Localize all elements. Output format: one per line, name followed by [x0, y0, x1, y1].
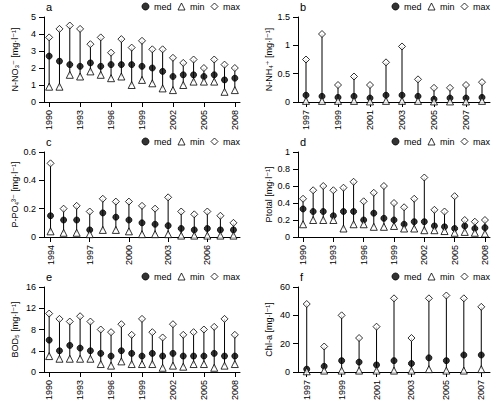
svg-text:min: min: [190, 137, 205, 147]
svg-text:max: max: [473, 272, 491, 282]
svg-text:0: 0: [285, 232, 290, 242]
svg-text:2008: 2008: [480, 245, 490, 265]
svg-text:1990: 1990: [44, 110, 54, 130]
svg-text:2001: 2001: [372, 380, 382, 400]
svg-text:1: 1: [285, 40, 290, 50]
svg-text:20: 20: [280, 339, 290, 349]
svg-text:1993: 1993: [75, 110, 85, 130]
svg-text:med: med: [154, 272, 172, 282]
svg-text:8: 8: [31, 325, 36, 335]
svg-text:2007: 2007: [476, 380, 486, 400]
svg-text:2003: 2003: [406, 380, 416, 400]
svg-text:max: max: [473, 2, 491, 12]
svg-text:d: d: [300, 136, 306, 148]
svg-text:12: 12: [26, 303, 36, 313]
svg-text:med: med: [154, 137, 172, 147]
svg-text:b: b: [300, 1, 306, 13]
svg-text:0: 0: [31, 97, 36, 107]
svg-text:max: max: [223, 272, 241, 282]
svg-text:2002: 2002: [168, 110, 178, 130]
svg-text:0: 0: [285, 367, 290, 377]
svg-text:0.6: 0.6: [23, 147, 36, 157]
svg-text:2008: 2008: [230, 380, 240, 400]
svg-text:BOD₅ [mg·l⁻¹]: BOD₅ [mg·l⁻¹]: [10, 302, 20, 358]
svg-text:1.5: 1.5: [277, 12, 290, 22]
svg-text:2002: 2002: [419, 245, 429, 265]
svg-text:0.2: 0.2: [277, 215, 290, 225]
svg-text:1999: 1999: [389, 245, 399, 265]
svg-text:16: 16: [26, 282, 36, 292]
svg-text:2005: 2005: [450, 245, 460, 265]
svg-text:1990: 1990: [298, 245, 308, 265]
svg-text:1: 1: [31, 80, 36, 90]
svg-text:1996: 1996: [106, 380, 116, 400]
svg-text:0.5: 0.5: [277, 69, 290, 79]
svg-text:med: med: [154, 2, 172, 12]
svg-text:2000: 2000: [124, 245, 134, 265]
svg-text:a: a: [46, 1, 53, 13]
svg-text:3: 3: [31, 46, 36, 56]
svg-text:1994: 1994: [46, 245, 56, 265]
svg-text:N-NO₃⁻ [mg·l⁻¹]: N-NO₃⁻ [mg·l⁻¹]: [10, 27, 20, 91]
svg-text:1997: 1997: [302, 380, 312, 400]
svg-text:min: min: [440, 272, 455, 282]
svg-text:P-PO₄³⁻ [mg·l⁻¹]: P-PO₄³⁻ [mg·l⁻¹]: [10, 161, 20, 227]
svg-text:0.4: 0.4: [23, 175, 36, 185]
svg-text:med: med: [404, 137, 422, 147]
svg-text:40: 40: [280, 310, 290, 320]
svg-text:1999: 1999: [333, 110, 343, 130]
svg-text:2: 2: [31, 63, 36, 73]
svg-text:min: min: [440, 137, 455, 147]
svg-text:2006: 2006: [202, 245, 212, 265]
svg-text:2005: 2005: [429, 110, 439, 130]
svg-text:max: max: [473, 137, 491, 147]
svg-text:1997: 1997: [301, 110, 311, 130]
svg-text:1993: 1993: [328, 245, 338, 265]
svg-text:med: med: [404, 272, 422, 282]
svg-text:med: med: [404, 2, 422, 12]
svg-text:1996: 1996: [106, 110, 116, 130]
svg-text:Chl-a [mg·l⁻¹]: Chl-a [mg·l⁻¹]: [264, 302, 274, 356]
svg-text:2007: 2007: [461, 110, 471, 130]
svg-text:0: 0: [31, 232, 36, 242]
svg-text:0.2: 0.2: [23, 204, 36, 214]
svg-text:max: max: [223, 137, 241, 147]
svg-text:0.6: 0.6: [277, 181, 290, 191]
svg-text:0: 0: [31, 367, 36, 377]
svg-text:2005: 2005: [199, 380, 209, 400]
svg-text:min: min: [440, 2, 455, 12]
svg-text:max: max: [223, 2, 241, 12]
svg-text:2005: 2005: [441, 380, 451, 400]
svg-text:Ptotal [mg·l⁻¹]: Ptotal [mg·l⁻¹]: [264, 167, 274, 223]
svg-text:1999: 1999: [337, 380, 347, 400]
svg-text:60: 60: [280, 282, 290, 292]
svg-text:1993: 1993: [75, 380, 85, 400]
svg-text:N-NH₄⁺ [mg·l⁻¹]: N-NH₄⁺ [mg·l⁻¹]: [264, 28, 274, 92]
svg-text:c: c: [46, 136, 52, 148]
svg-text:2001: 2001: [365, 110, 375, 130]
svg-text:1: 1: [285, 147, 290, 157]
svg-text:2005: 2005: [199, 110, 209, 130]
svg-text:1997: 1997: [85, 245, 95, 265]
svg-text:min: min: [190, 2, 205, 12]
svg-text:0: 0: [285, 97, 290, 107]
svg-text:1999: 1999: [137, 110, 147, 130]
svg-text:5: 5: [31, 12, 36, 22]
svg-text:min: min: [190, 272, 205, 282]
svg-text:4: 4: [31, 346, 36, 356]
svg-text:0.4: 0.4: [277, 198, 290, 208]
svg-text:2003: 2003: [163, 245, 173, 265]
svg-text:1990: 1990: [44, 380, 54, 400]
svg-text:2003: 2003: [397, 110, 407, 130]
svg-text:4: 4: [31, 29, 36, 39]
svg-text:1996: 1996: [359, 245, 369, 265]
svg-text:0.8: 0.8: [277, 164, 290, 174]
svg-text:2002: 2002: [168, 380, 178, 400]
svg-text:e: e: [46, 271, 52, 283]
svg-text:1999: 1999: [137, 380, 147, 400]
svg-text:2008: 2008: [230, 110, 240, 130]
svg-text:f: f: [300, 271, 304, 283]
